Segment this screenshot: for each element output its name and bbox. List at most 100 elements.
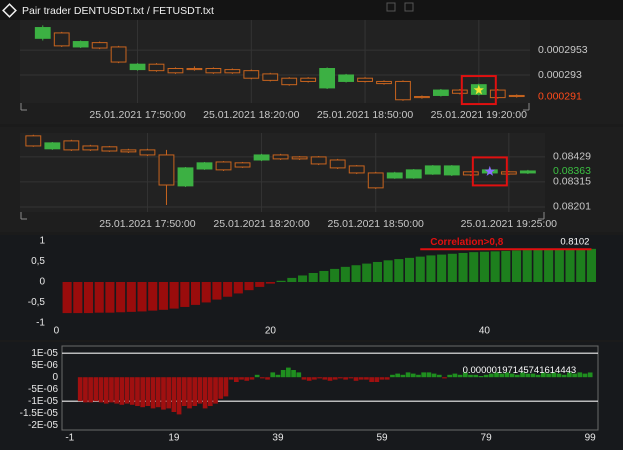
bar [554, 249, 564, 282]
bar [317, 377, 322, 379]
bar [166, 377, 172, 409]
y-tick-label: 0.08201 [553, 201, 591, 213]
candle-body [319, 68, 336, 89]
bar [511, 250, 522, 282]
window-button[interactable] [386, 2, 396, 12]
candle-body [281, 77, 298, 86]
y-tick-label: 0,5 [31, 256, 45, 267]
app-icon [2, 3, 17, 18]
bar [306, 377, 312, 381]
candle-body [167, 68, 184, 74]
bar [457, 374, 463, 378]
candle-body [101, 146, 118, 152]
candle-body [215, 161, 232, 171]
bar [308, 273, 318, 282]
bar [114, 377, 119, 404]
x-tick-label: 25.01.2021 17:50:00 [99, 218, 196, 230]
bar [404, 257, 415, 282]
bar [190, 282, 201, 305]
candle-body [177, 167, 194, 187]
x-tick-label: 25.01.2021 17:50:00 [89, 109, 186, 121]
bar [93, 377, 99, 402]
candle-body [139, 149, 156, 156]
bar [158, 282, 168, 310]
candle-body [120, 149, 137, 153]
bar [265, 377, 270, 380]
bar [442, 377, 447, 379]
bar [88, 377, 93, 403]
bar [514, 374, 520, 378]
plot-area [20, 20, 530, 103]
candle-body [72, 41, 89, 48]
bar [265, 282, 275, 284]
bar [351, 265, 361, 282]
candle-body [243, 70, 260, 79]
bar [473, 374, 479, 378]
y-tick-label: 0.08315 [553, 176, 591, 188]
bar [233, 377, 239, 382]
bar [390, 374, 395, 378]
bar [551, 372, 557, 378]
bar [374, 377, 380, 382]
bar [109, 377, 114, 403]
candle-body [91, 42, 108, 49]
bar [98, 377, 104, 403]
candle-body [489, 89, 506, 99]
bar [479, 251, 489, 282]
bar [458, 252, 468, 282]
bar [410, 373, 416, 378]
y-tick-label: 0.0002953 [538, 44, 588, 56]
candle-body [367, 172, 384, 189]
bar [180, 282, 190, 307]
bar [116, 282, 126, 313]
bar [343, 377, 348, 380]
bar [556, 373, 562, 378]
bar [270, 372, 276, 378]
bar [223, 282, 233, 297]
bar [364, 377, 369, 380]
candle-body [500, 171, 517, 175]
bar [541, 372, 546, 378]
bar [587, 372, 593, 378]
candle-body [25, 135, 42, 147]
bar [586, 248, 596, 282]
bar [192, 377, 198, 406]
bar [148, 282, 158, 311]
x-tick-label: 19 [168, 433, 180, 444]
candle-body [462, 171, 479, 176]
bar [565, 248, 575, 282]
bar [275, 374, 281, 378]
x-tick-label: 40 [479, 326, 491, 337]
bar [239, 377, 244, 380]
x-tick-label: 25.01.2021 19:25:00 [461, 218, 558, 230]
bar [287, 277, 297, 282]
bar [576, 248, 586, 282]
bar [535, 374, 541, 378]
x-tick-label: 99 [585, 433, 597, 444]
bar [572, 373, 577, 378]
window-button[interactable] [404, 2, 414, 12]
bar [228, 377, 234, 380]
y-tick-label: -1.5E-05 [20, 408, 59, 419]
bar [291, 370, 296, 378]
value-label: 0.8102 [560, 236, 589, 247]
bar [103, 377, 109, 404]
y-tick-label: 1E-05 [31, 348, 58, 359]
candle-body [129, 63, 146, 71]
bar [135, 377, 140, 406]
bar [218, 377, 224, 399]
bar [137, 282, 147, 312]
x-tick-label: 25.01.2021 18:20:00 [213, 218, 310, 230]
bar [338, 377, 343, 379]
candle-body [186, 68, 203, 71]
y-tick-label: -5E-06 [28, 384, 58, 395]
bar [544, 249, 554, 282]
bar [105, 282, 115, 313]
y-tick-label: 0.000293 [538, 69, 582, 81]
bar [330, 268, 340, 282]
bar [384, 377, 390, 380]
bar [73, 282, 83, 314]
candle-body [357, 77, 373, 82]
y-tick-label: 0.08429 [553, 151, 591, 163]
candle-body [158, 154, 175, 186]
